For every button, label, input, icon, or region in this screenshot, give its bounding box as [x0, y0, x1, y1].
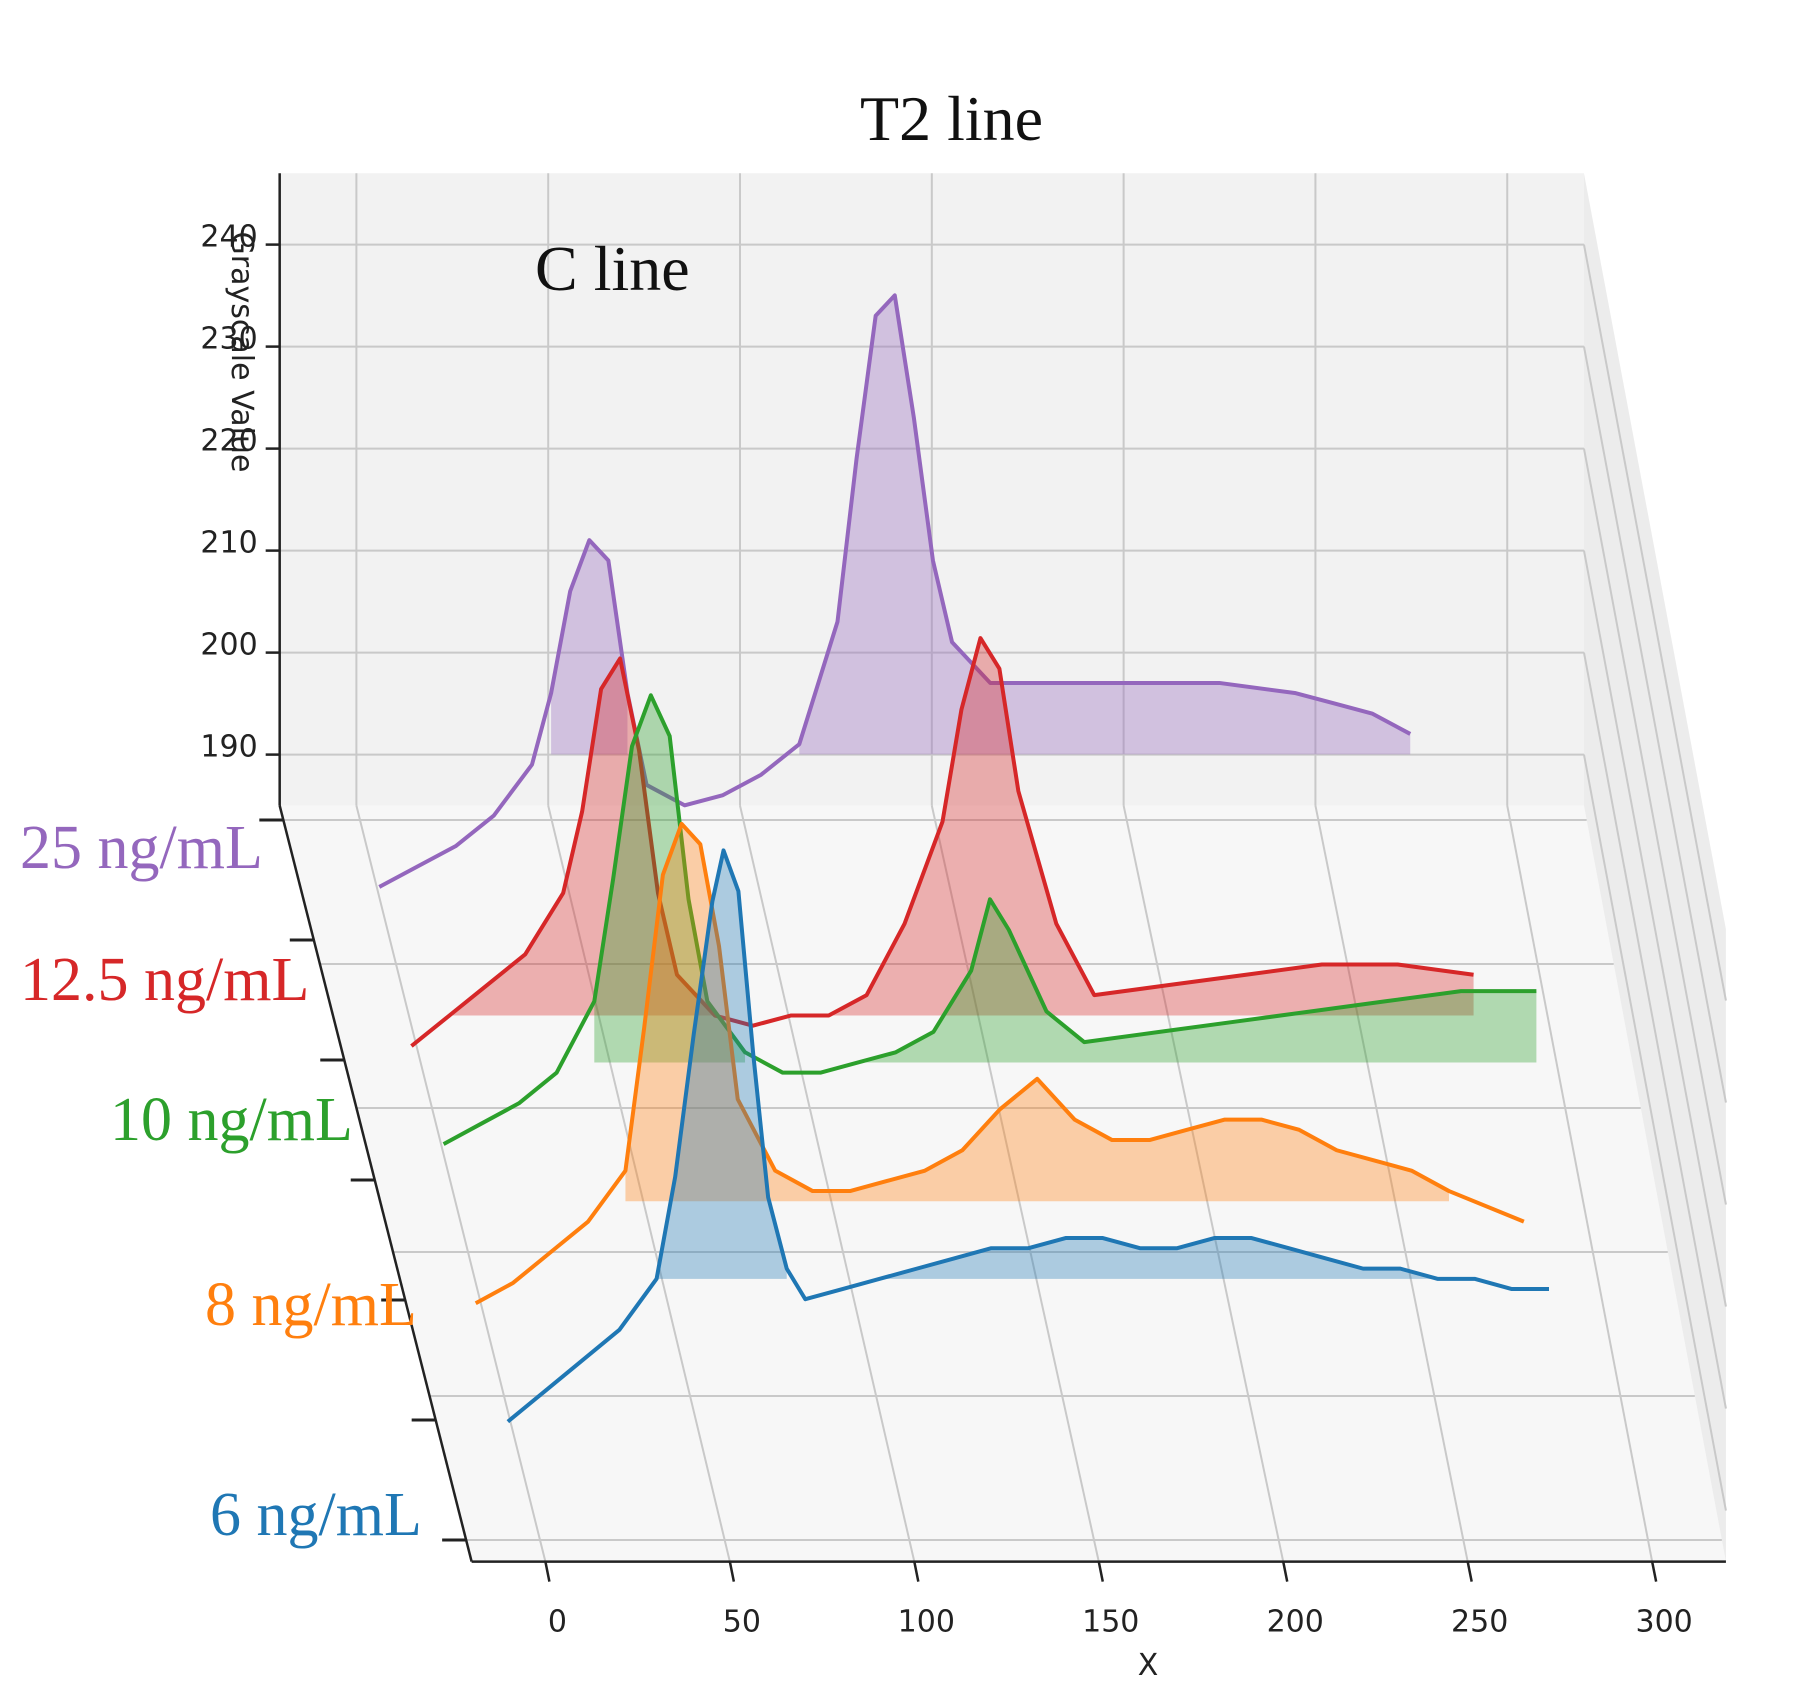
chart-axes: 0 50 100 150 200 250 300 190 200 210 220 230 240 — [200, 173, 1726, 1640]
z-tick-label: 230 — [200, 322, 257, 357]
grid-line-side-z — [1582, 244, 1727, 1001]
grid-line-floor-x — [930, 805, 1100, 1562]
series-layer — [378, 293, 1549, 1424]
z-tick-label: 200 — [200, 628, 257, 663]
x-tick-label: 0 — [548, 1605, 567, 1640]
peak-fill — [594, 695, 746, 1063]
annotation-c-line: C line — [535, 233, 690, 304]
y-axis-label: Grayscale Value — [224, 232, 259, 473]
grid-line-side-z — [1582, 448, 1727, 1205]
grid-line-floor-x — [1122, 805, 1285, 1562]
series-10-ng-ml — [442, 693, 1537, 1146]
grid-line-side-z — [1582, 652, 1727, 1409]
grid-line-floor-x — [1314, 805, 1469, 1562]
x-axis-label: X — [1138, 1648, 1159, 1683]
z-tick-label: 210 — [200, 526, 257, 561]
series-line — [378, 293, 1412, 889]
x-tick — [728, 1561, 736, 1582]
series-line — [410, 636, 1474, 1048]
grid-line-floor-x — [547, 805, 731, 1562]
series-8-ng-ml — [474, 821, 1525, 1306]
series-line — [506, 848, 1549, 1424]
z-tick-label: 240 — [200, 220, 257, 255]
series-line — [442, 693, 1537, 1146]
z-tick-label: 220 — [200, 424, 257, 459]
series-label-6: 6 ng/mL — [210, 1481, 422, 1549]
peak-fill — [656, 850, 787, 1279]
z-tick-label: 190 — [200, 730, 257, 765]
grid-line-floor-x — [739, 805, 916, 1562]
depth-axis-line — [278, 805, 473, 1562]
series-label-10: 10 ng/mL — [110, 1086, 353, 1154]
floor-pane — [279, 805, 1726, 1562]
x-tick-label: 100 — [898, 1605, 955, 1640]
series-25-ng-ml — [378, 293, 1412, 889]
grid-line-side-z — [1582, 550, 1727, 1307]
series-label-25: 25 ng/mL — [20, 814, 263, 882]
series-6-ng-ml — [506, 848, 1549, 1424]
x-tick — [1282, 1561, 1289, 1582]
x-tick — [913, 1561, 920, 1582]
x-tick-label: 50 — [723, 1605, 761, 1640]
grid-line-floor-x — [355, 805, 547, 1562]
peak-fill — [790, 638, 1474, 1016]
series-line — [474, 821, 1525, 1306]
series-12-5-ng-ml — [410, 636, 1474, 1048]
x-tick-label: 250 — [1451, 1605, 1508, 1640]
grid-line-side-z — [1582, 346, 1727, 1103]
grid-line-side-z — [1582, 754, 1727, 1511]
x-tick-label: 300 — [1636, 1605, 1693, 1640]
peak-fill — [449, 658, 715, 1016]
grid-line-floor-x — [1506, 805, 1654, 1562]
series-label-12-5: 12.5 ng/mL — [20, 946, 309, 1014]
series-label-8: 8 ng/mL — [205, 1271, 417, 1339]
x-tick — [1097, 1561, 1104, 1582]
x-tick — [1466, 1561, 1473, 1582]
x-tick-label: 150 — [1082, 1605, 1139, 1640]
x-tick-label: 200 — [1267, 1605, 1324, 1640]
peak-fill — [858, 899, 1537, 1063]
x-tick — [544, 1561, 551, 1582]
annotation-t2-line: T2 line — [860, 83, 1043, 154]
peak-fill — [625, 823, 1449, 1202]
x-tick — [1650, 1561, 1658, 1582]
